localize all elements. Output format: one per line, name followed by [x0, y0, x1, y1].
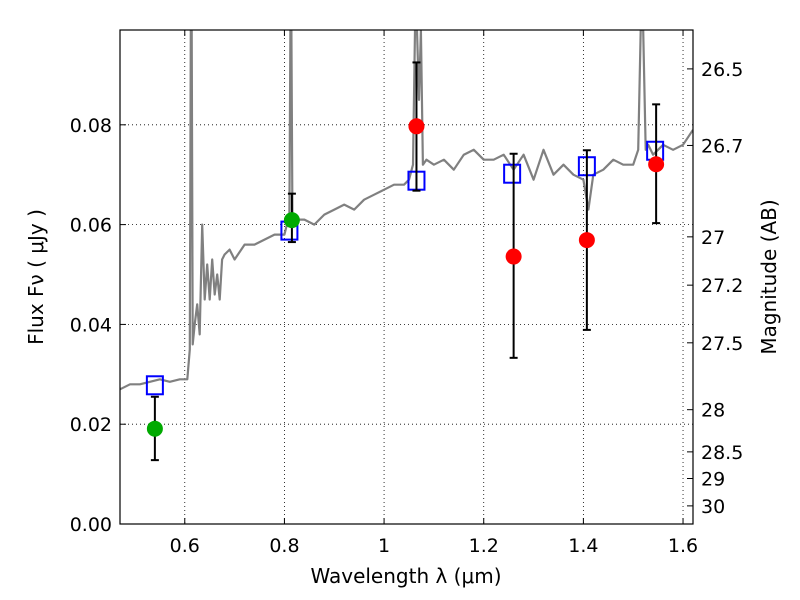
mag-tick-label: 26.7 — [701, 135, 743, 157]
observed-point — [408, 118, 425, 135]
mag-tick-label: 29 — [701, 468, 725, 490]
model-flux-square — [503, 163, 522, 184]
y-tick-label: 0.02 — [70, 414, 112, 436]
x-tick-label: 0.6 — [170, 535, 200, 557]
plot-frame — [119, 29, 694, 525]
observed-point — [578, 232, 595, 249]
mag-tick-label: 26.5 — [701, 59, 743, 81]
model-flux-square — [145, 375, 164, 396]
mag-tick-label: 28 — [701, 400, 725, 422]
plot-area — [120, 30, 693, 462]
y2-axis-title: Magnitude (AB) — [757, 199, 781, 354]
y-tick-label: 0.08 — [70, 115, 112, 137]
x-tick-label: 0.8 — [269, 535, 299, 557]
mag-tick-label: 27.2 — [701, 275, 743, 297]
mag-tick-label: 27.5 — [701, 333, 743, 355]
y-tick-label: 0.04 — [70, 314, 112, 336]
observed-point — [648, 156, 665, 173]
x-axis-title: Wavelength λ (μm) — [310, 564, 501, 588]
detection-point — [146, 420, 163, 437]
x-tick-label: 1.2 — [469, 535, 499, 557]
mag-tick-label: 28.5 — [701, 442, 743, 464]
x-tick-label: 1.6 — [668, 535, 698, 557]
x-tick-label: 1 — [378, 535, 390, 557]
y-axis-title: Flux Fν ( μJy ) — [24, 209, 48, 345]
y-tick-label: 0.00 — [70, 514, 112, 536]
detection-point — [283, 212, 300, 229]
axis-ticks: 0.6 0.8 1 1.2 1.4 1.6 0.00 0.02 0.04 0.06 0.08 26.5… — [70, 30, 743, 557]
x-tick-label: 1.4 — [568, 535, 598, 557]
observed-point — [505, 248, 522, 265]
mag-tick-label: 30 — [701, 496, 725, 518]
spectrum-line — [120, 30, 693, 391]
mag-tick-label: 27 — [701, 227, 725, 249]
y-tick-label: 0.06 — [70, 215, 112, 237]
